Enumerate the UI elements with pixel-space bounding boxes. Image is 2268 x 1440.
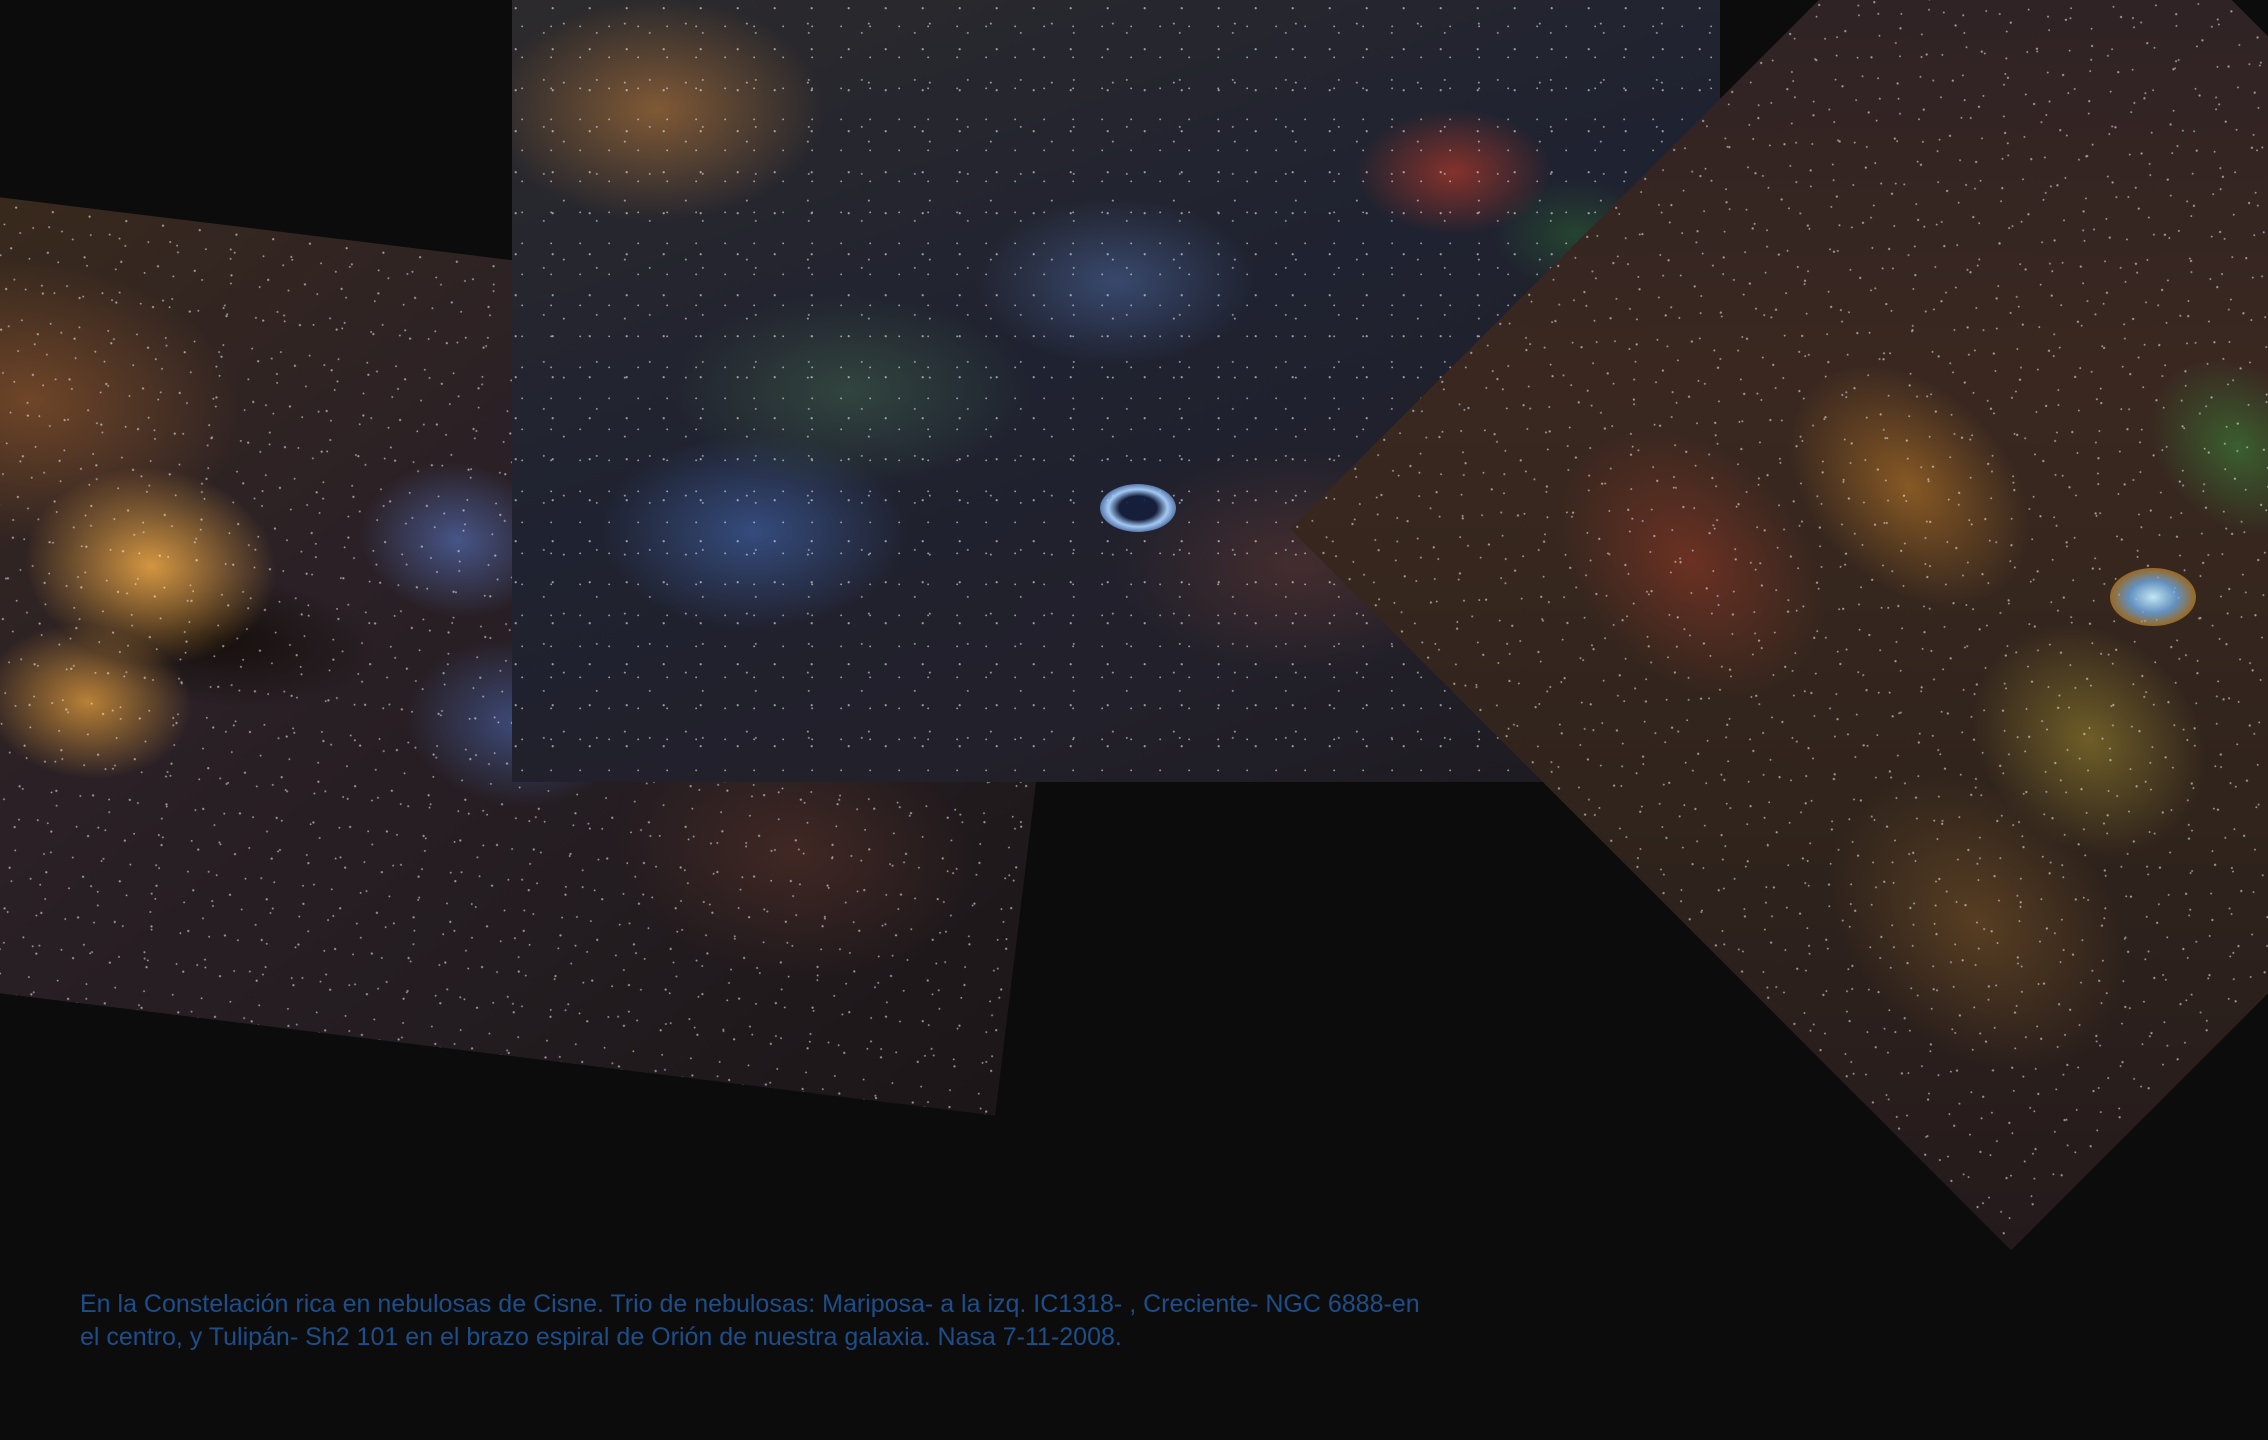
- crescent-nebula: [1100, 484, 1176, 532]
- image-caption: En la Constelación rica en nebulosas de …: [80, 1290, 1420, 1351]
- tulip-nebula: [2110, 568, 2196, 626]
